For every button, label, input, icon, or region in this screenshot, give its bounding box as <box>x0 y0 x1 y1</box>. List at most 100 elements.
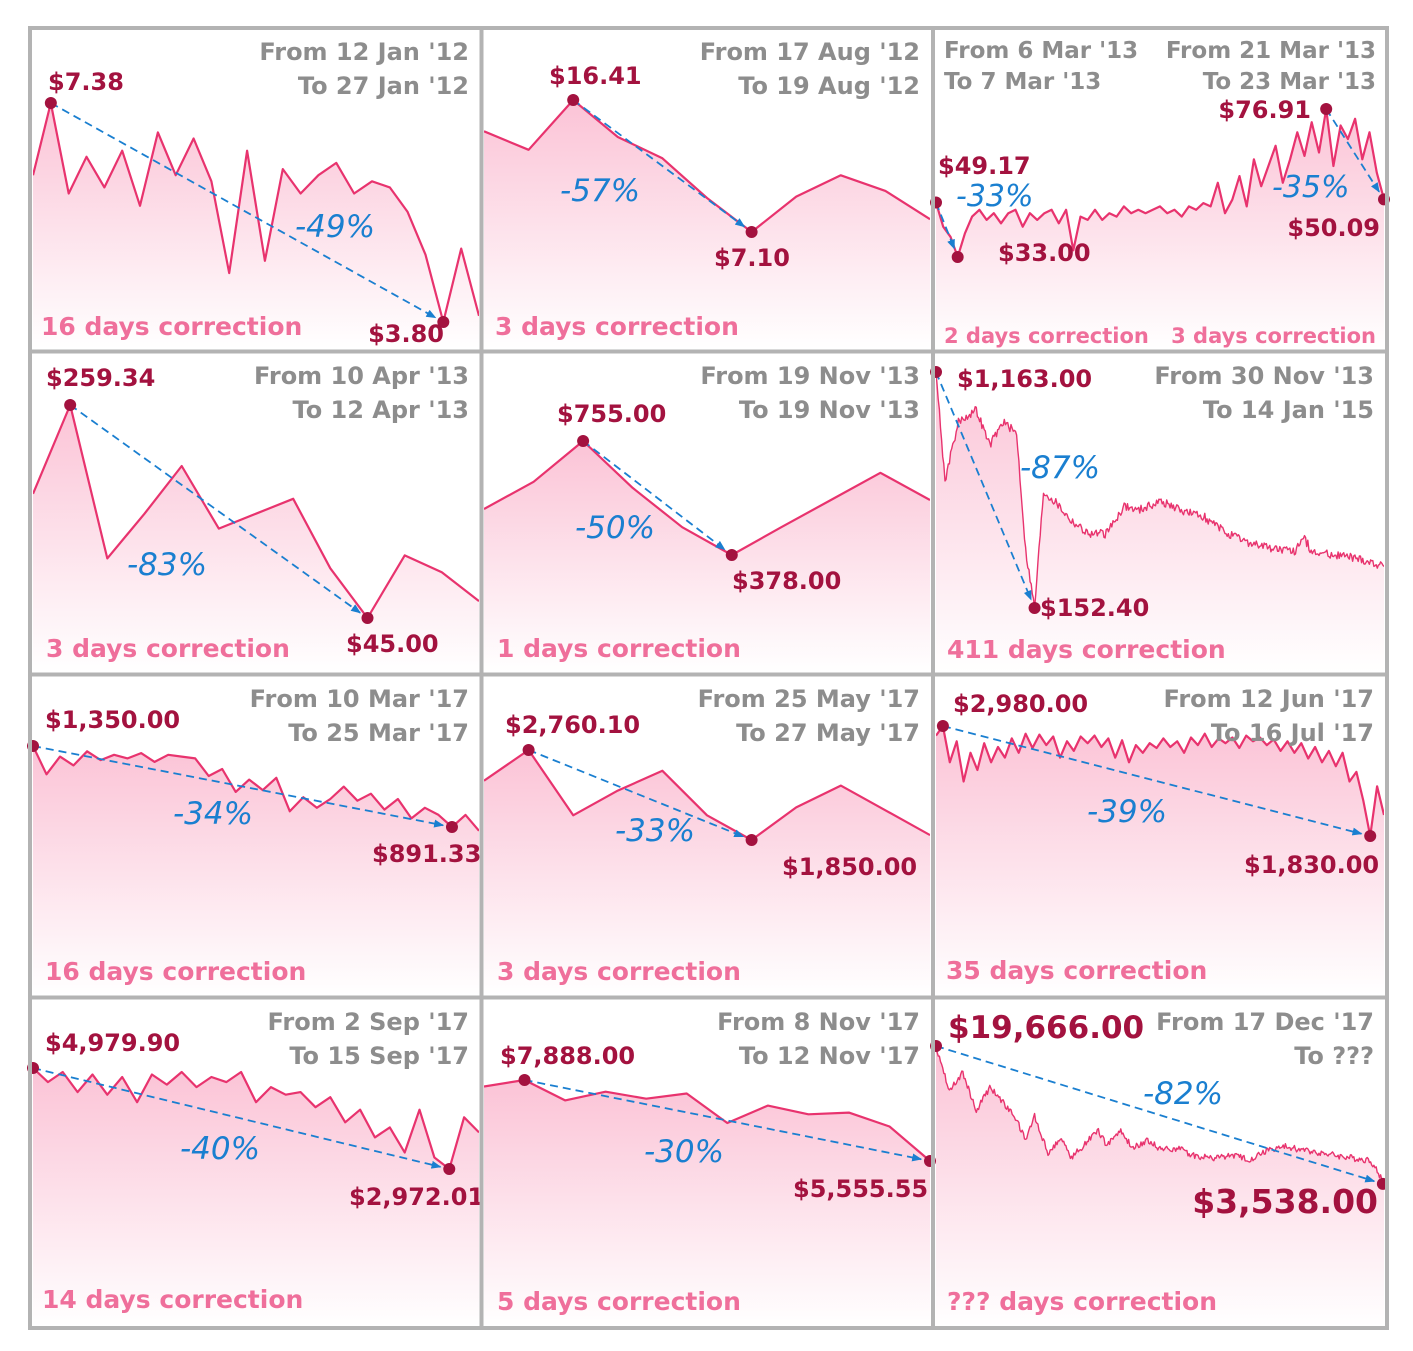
percent-change: -39% <box>1087 794 1167 830</box>
correction-caption: 3 days correction <box>495 312 739 341</box>
area-fill <box>484 750 930 995</box>
high-point <box>64 399 77 411</box>
panel-1: From 12 Jan '12 To 27 Jan '12 $7.38 $3.80 -4… <box>33 38 479 349</box>
correction-arrow <box>935 371 1032 601</box>
low-point <box>1364 830 1377 842</box>
percent-change: -35% <box>1272 170 1350 205</box>
correction-arrow <box>942 725 1363 836</box>
area-fill <box>33 1068 479 1326</box>
percent-change: -50% <box>575 510 655 546</box>
date-from: From 21 Mar '13 <box>1166 38 1376 64</box>
percent-change: -57% <box>560 173 640 209</box>
low-price: $891.33 <box>372 840 481 868</box>
low-point <box>725 549 738 561</box>
percent-change: -49% <box>295 209 375 245</box>
date-to: To 27 May '17 <box>736 719 920 747</box>
low-price: $45.00 <box>346 630 439 658</box>
date-from: From 10 Apr '13 <box>254 362 469 390</box>
area-fill <box>484 441 930 672</box>
high-price: $2,760.10 <box>505 711 640 739</box>
low-price: $33.00 <box>998 239 1091 267</box>
percent-change: -87% <box>1020 450 1100 486</box>
date-to: To 7 Mar '13 <box>944 69 1101 95</box>
price-line <box>484 1078 930 1162</box>
low-point <box>1028 602 1041 614</box>
price-line <box>484 439 930 557</box>
correction-arrow <box>572 99 746 228</box>
high-point <box>1320 103 1333 115</box>
high-point <box>567 94 580 106</box>
panel-12: From 17 Dec '17 To ??? $19,666.00 $3,538.00… <box>930 1008 1389 1326</box>
area-fill <box>33 103 479 349</box>
high-price: $19,666.00 <box>948 1010 1144 1046</box>
date-from: From 10 Mar '17 <box>250 685 469 713</box>
area-fill <box>936 109 1384 349</box>
panel-11: From 8 Nov '17 To 12 Nov '17 $7,888.00 $5,5… <box>484 1008 936 1326</box>
area-fill <box>936 372 1384 672</box>
low-price: $152.40 <box>1040 594 1149 622</box>
low-point <box>437 316 450 328</box>
correction-arrow <box>50 102 437 319</box>
low-point <box>745 226 758 238</box>
high-price: $76.91 <box>1218 96 1311 124</box>
date-from: From 6 Mar '13 <box>944 38 1138 64</box>
correction-caption: ??? days correction <box>947 1287 1217 1316</box>
area-fill <box>936 726 1384 995</box>
high-price: $2,980.00 <box>953 690 1088 718</box>
low-price: $50.09 <box>1287 214 1380 242</box>
price-line <box>33 1067 479 1171</box>
high-price: $4,979.90 <box>45 1029 180 1057</box>
date-to: To 27 Jan '12 <box>298 72 469 100</box>
low-price: $378.00 <box>732 567 841 595</box>
percent-change: -82% <box>1143 1076 1223 1112</box>
low-price: $3.80 <box>368 320 444 348</box>
percent-change: -83% <box>127 547 207 583</box>
area-fill <box>936 1046 1384 1326</box>
price-line <box>936 724 1384 838</box>
high-price: $1,350.00 <box>45 706 180 734</box>
panel-5: From 19 Nov '13 To 19 Nov '13 $755.00 $378.… <box>484 362 930 672</box>
date-from: From 12 Jan '12 <box>259 38 469 66</box>
date-to: To 25 Mar '17 <box>288 719 469 747</box>
area-fill <box>484 1080 930 1326</box>
price-line <box>936 371 1384 609</box>
high-price: $16.41 <box>549 62 642 90</box>
low-price: $1,830.00 <box>1244 851 1379 879</box>
high-point <box>518 1074 531 1086</box>
panel-10: From 2 Sep '17 To 15 Sep '17 $4,979.90 $2,9… <box>27 1008 484 1326</box>
correction-arrow <box>32 745 445 828</box>
panel-2: From 17 Aug '12 To 19 Aug '12 $16.41 $7.10 -… <box>484 38 930 349</box>
panel-6: From 30 Nov '13 To 14 Jan '15 $1,163.00 $15… <box>930 362 1384 672</box>
low-price: $5,555.55 <box>793 1175 928 1203</box>
date-to: To 14 Jan '15 <box>1203 396 1374 424</box>
price-line <box>33 403 479 620</box>
low-point <box>443 1163 456 1175</box>
price-line <box>33 745 479 832</box>
correction-caption: 3 days correction <box>1171 324 1376 348</box>
percent-change: -40% <box>180 1131 260 1167</box>
low-point <box>951 251 964 263</box>
percent-change: -33% <box>956 179 1034 214</box>
high-price: $1,163.00 <box>957 365 1092 393</box>
percent-change: -34% <box>173 796 253 832</box>
low-price: $1,850.00 <box>782 853 917 881</box>
price-line <box>484 98 930 234</box>
panel-7: From 10 Mar '17 To 25 Mar '17 $1,350.00 $89… <box>27 685 481 995</box>
correction-caption: 16 days correction <box>45 957 306 986</box>
area-fill <box>484 100 930 349</box>
date-to: To 15 Sep '17 <box>289 1042 469 1070</box>
high-point <box>936 720 949 732</box>
high-price: $7,888.00 <box>500 1042 635 1070</box>
date-to: To 23 Mar '13 <box>1203 69 1376 95</box>
correction-caption: 14 days correction <box>42 1285 303 1314</box>
date-to: To 19 Nov '13 <box>739 396 920 424</box>
date-from: From 30 Nov '13 <box>1154 362 1374 390</box>
price-line <box>484 748 930 842</box>
date-to: To 16 Jul '17 <box>1211 719 1374 747</box>
high-price: $7.38 <box>48 68 124 96</box>
correction-caption: 5 days correction <box>497 1287 741 1316</box>
price-line <box>936 1045 1384 1185</box>
high-price: $259.34 <box>46 364 155 392</box>
